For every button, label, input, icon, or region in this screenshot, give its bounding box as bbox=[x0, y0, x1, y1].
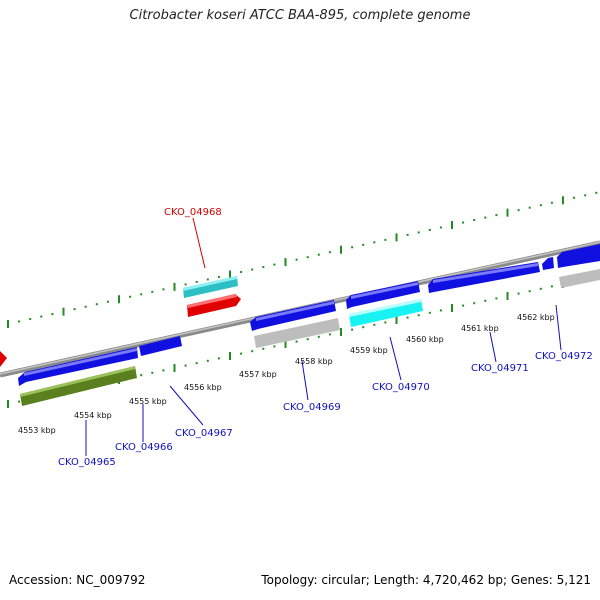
gene-label-cko-04967[interactable]: CKO_04967 bbox=[175, 428, 233, 439]
cds-red-left[interactable] bbox=[0, 351, 7, 367]
map-title: Citrobacter koseri ATCC BAA-895, complet… bbox=[129, 8, 471, 23]
accession-text: Accession: NC_009792 bbox=[9, 573, 146, 587]
gene-label-cko-04972[interactable]: CKO_04972 bbox=[535, 351, 593, 362]
gene-label-cko-04968[interactable]: CKO_04968 bbox=[164, 207, 222, 218]
cds-cyan-lower[interactable] bbox=[349, 299, 423, 327]
kbp-label: 4562 kbp bbox=[517, 313, 555, 322]
cds-red-upper-shine bbox=[187, 294, 237, 308]
kbp-label: 4555 kbp bbox=[129, 397, 167, 406]
kbp-label: 4553 kbp bbox=[18, 426, 56, 435]
kbp-label: 4558 kbp bbox=[295, 357, 333, 366]
kbp-label: 4557 kbp bbox=[239, 370, 277, 379]
cds-blue-1-shine bbox=[24, 348, 137, 376]
kbp-labels: 4553 kbp 4554 kbp 4555 kbp 4556 kbp 4557… bbox=[18, 313, 555, 435]
cds-grey-2[interactable] bbox=[559, 269, 600, 288]
gene-label-cko-04971[interactable]: CKO_04971 bbox=[471, 363, 529, 374]
cds-olive[interactable] bbox=[20, 366, 137, 406]
cds-red-upper[interactable] bbox=[187, 294, 241, 317]
lower-tick-track bbox=[7, 275, 598, 408]
gene-label-cko-04965[interactable]: CKO_04965 bbox=[58, 457, 116, 468]
feature-track bbox=[0, 244, 600, 406]
cds-blue-2[interactable] bbox=[139, 336, 182, 356]
kbp-label: 4561 kbp bbox=[461, 324, 499, 333]
kbp-label: 4559 kbp bbox=[350, 346, 388, 355]
upper-tick-track bbox=[7, 191, 598, 328]
cds-olive-shine bbox=[20, 366, 135, 397]
gene-label-cko-04970[interactable]: CKO_04970 bbox=[372, 382, 430, 393]
cds-blue-5-shine bbox=[433, 263, 538, 283]
cds-cyan-upper-shine bbox=[183, 276, 237, 291]
gene-label-cko-04966[interactable]: CKO_04966 bbox=[115, 442, 173, 453]
cds-blue-3-shine bbox=[256, 301, 334, 321]
cds-blue-6[interactable] bbox=[542, 257, 554, 270]
cds-blue-7[interactable] bbox=[557, 244, 600, 268]
gene-leader-lines bbox=[85, 217, 562, 456]
gene-label-cko-04969[interactable]: CKO_04969 bbox=[283, 402, 341, 413]
gene-labels: CKO_04965 CKO_04966 CKO_04967 CKO_04968 … bbox=[58, 207, 593, 468]
cds-blue-4-shine bbox=[351, 282, 418, 299]
kbp-label: 4560 kbp bbox=[406, 335, 444, 344]
genome-summary-text: Topology: circular; Length: 4,720,462 bp… bbox=[261, 573, 591, 587]
cds-cyan-lower-shine bbox=[349, 299, 421, 317]
kbp-label: 4554 kbp bbox=[74, 411, 112, 420]
kbp-label: 4556 kbp bbox=[184, 383, 222, 392]
cds-grey-1[interactable] bbox=[254, 318, 340, 348]
